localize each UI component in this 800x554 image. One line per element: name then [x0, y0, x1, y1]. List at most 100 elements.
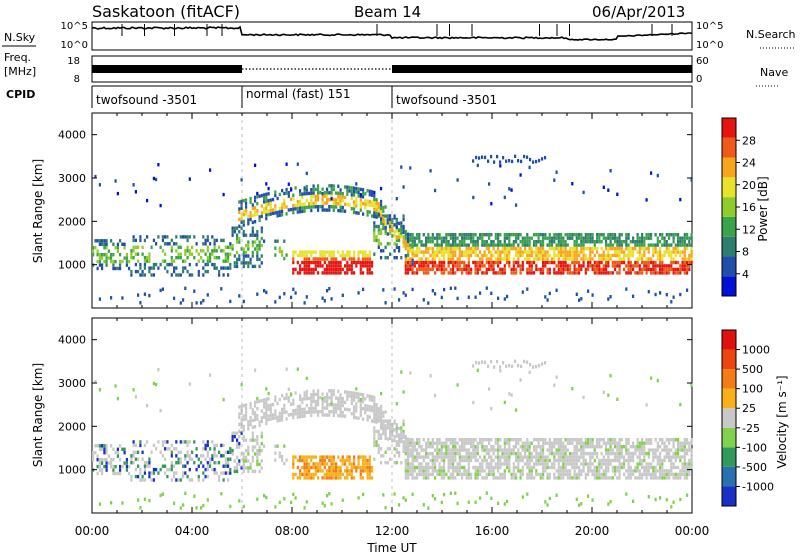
power-cell — [130, 273, 133, 277]
power-cell — [355, 260, 358, 265]
velocity-cell — [373, 395, 376, 400]
power-cell — [404, 260, 407, 265]
velocity-cell — [330, 462, 333, 466]
power-cell — [276, 210, 279, 215]
velocity-cell — [584, 458, 587, 463]
power-cell — [665, 246, 668, 251]
velocity-cell — [330, 455, 333, 459]
power-cell — [508, 159, 511, 163]
velocity-cell — [641, 458, 644, 463]
power-cell — [492, 260, 495, 265]
velocity-cell — [656, 448, 659, 452]
velocity-cell — [411, 472, 414, 477]
power-cell — [206, 293, 209, 297]
power-cell — [240, 213, 243, 217]
power-cell — [447, 233, 450, 237]
power-cell — [238, 254, 241, 258]
velocity-cell — [314, 406, 317, 410]
velocity-cell — [395, 461, 398, 465]
power-cell — [418, 250, 421, 254]
velocity-cell — [663, 445, 666, 449]
velocity-cell — [677, 448, 680, 452]
power-cell — [499, 240, 502, 244]
velocity-cell — [458, 469, 461, 473]
power-cell — [650, 243, 653, 247]
velocity-cell — [659, 476, 662, 480]
velocity-cell — [256, 441, 259, 446]
velocity-cell — [269, 410, 272, 414]
velocity-cell — [562, 472, 565, 477]
velocity-cell — [355, 416, 358, 420]
power-cell — [560, 246, 563, 251]
power-cell — [611, 260, 614, 265]
velocity-cell — [382, 411, 385, 415]
power-cell — [132, 245, 135, 249]
velocity-cell — [672, 500, 675, 504]
power-cell — [440, 243, 443, 247]
velocity-cell — [632, 458, 635, 463]
velocity-cell — [393, 435, 396, 439]
power-cell — [400, 221, 403, 225]
velocity-cell — [323, 504, 326, 508]
velocity-cell — [434, 441, 437, 445]
power-cell — [263, 210, 266, 214]
velocity-cell — [575, 451, 578, 456]
velocity-cell — [175, 440, 178, 444]
velocity-cell — [170, 467, 173, 472]
velocity-cell — [373, 436, 376, 441]
power-cell — [413, 253, 416, 258]
power-cell — [472, 250, 475, 254]
power-cell — [591, 233, 594, 237]
velocity-cell — [672, 438, 675, 442]
power-cell — [303, 264, 306, 268]
power-cell — [638, 236, 641, 240]
velocity-cell — [431, 441, 434, 445]
velocity-cell — [654, 438, 657, 442]
velocity-cell — [517, 455, 520, 459]
power-cell — [332, 187, 335, 192]
velocity-cell — [429, 458, 432, 463]
velocity-cell — [627, 438, 630, 442]
power-cell — [238, 210, 241, 215]
power-cell — [614, 236, 617, 240]
power-cell — [134, 245, 137, 249]
velocity-cell — [654, 469, 657, 473]
velocity-cell — [290, 500, 293, 505]
velocity-cell — [344, 462, 347, 466]
velocity-cell — [465, 441, 468, 445]
velocity-cell — [251, 435, 254, 439]
velocity-cell — [582, 395, 585, 400]
ytick-label: 4000 — [58, 129, 86, 142]
power-cell — [632, 236, 635, 240]
power-cell — [542, 260, 545, 265]
power-cell — [366, 199, 369, 203]
power-cell — [690, 233, 693, 237]
power-cell — [251, 213, 254, 218]
power-cell — [339, 205, 342, 209]
power-cell — [391, 223, 394, 228]
power-cell — [337, 271, 340, 275]
velocity-cell — [690, 465, 693, 470]
velocity-cell — [656, 455, 659, 459]
velocity-cell — [256, 462, 259, 467]
velocity-cell — [249, 419, 252, 423]
power-cell — [614, 260, 617, 265]
velocity-cell — [546, 458, 549, 463]
velocity-cell — [371, 465, 374, 470]
velocity-cell — [402, 422, 405, 427]
power-cell — [238, 224, 241, 228]
velocity-cell — [605, 441, 608, 445]
power-cell — [312, 260, 315, 265]
power-cell — [195, 301, 198, 305]
power-cell — [164, 252, 167, 256]
power-cell — [366, 213, 369, 217]
power-cell — [395, 236, 398, 240]
power-cell — [519, 233, 522, 237]
velocity-cell — [233, 469, 236, 474]
velocity-cell — [281, 393, 284, 398]
velocity-cell — [116, 454, 119, 458]
velocity-cell — [231, 431, 234, 435]
power-cell — [645, 246, 648, 251]
velocity-cell — [256, 407, 259, 411]
velocity-cell — [391, 428, 394, 433]
